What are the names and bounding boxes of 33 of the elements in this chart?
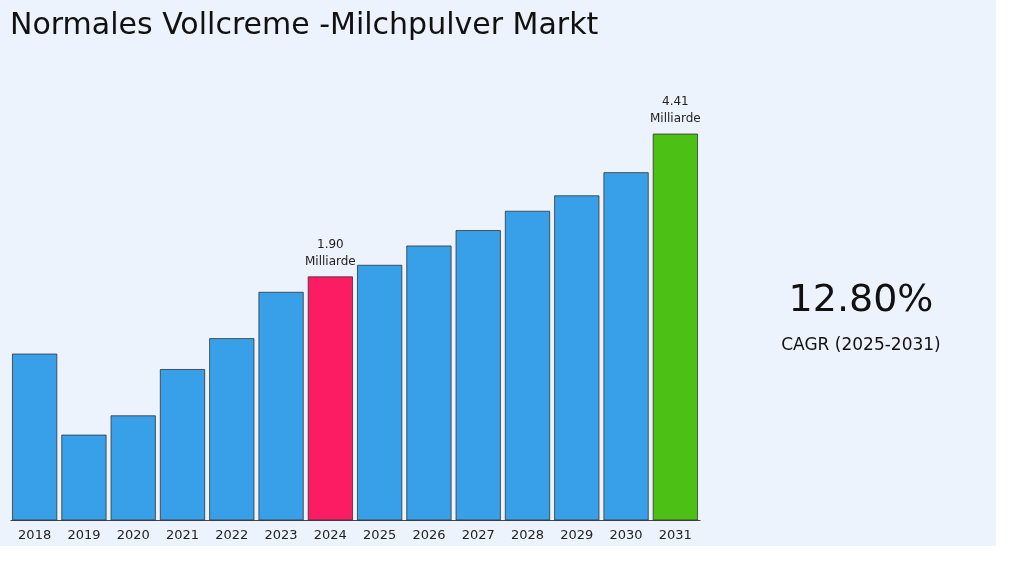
annotation: 1.90 Milliarde	[304, 236, 356, 268]
x-tick-label: 2023	[264, 526, 298, 542]
chart-title: Normales Vollcreme -Milchpulver Markt	[10, 6, 599, 41]
x-tick-label: 2019	[67, 526, 101, 542]
x-tick-label: 2025	[363, 526, 397, 542]
bar	[209, 338, 255, 521]
x-tick-label: 2030	[609, 526, 643, 542]
bar	[504, 210, 551, 521]
x-tick-label: 2018	[18, 526, 52, 542]
bar	[61, 434, 107, 521]
bar	[406, 245, 452, 521]
x-tick-label: 2031	[658, 526, 692, 542]
bar	[307, 276, 353, 521]
bar	[110, 415, 156, 521]
x-tick-label: 2029	[560, 526, 594, 542]
bar	[159, 369, 206, 521]
x-tick-label: 2026	[412, 526, 446, 542]
bar	[357, 264, 403, 521]
bar	[258, 291, 304, 521]
x-tick-label: 2022	[215, 526, 249, 542]
x-tick-label: 2024	[313, 526, 347, 542]
x-tick-label: 2021	[165, 526, 200, 542]
text: CAGR (2025-2031)	[781, 334, 941, 354]
bar	[554, 195, 600, 521]
x-tick-label: 2027	[461, 526, 495, 542]
bar	[455, 230, 501, 521]
annotation: 4.41 Milliarde	[649, 94, 701, 126]
x-tick-label: 2028	[510, 526, 545, 542]
x-tick-label: 2020	[116, 526, 150, 542]
text: 12.80%	[788, 276, 934, 320]
bar	[12, 353, 58, 521]
bar	[603, 172, 649, 521]
bar	[652, 133, 698, 521]
